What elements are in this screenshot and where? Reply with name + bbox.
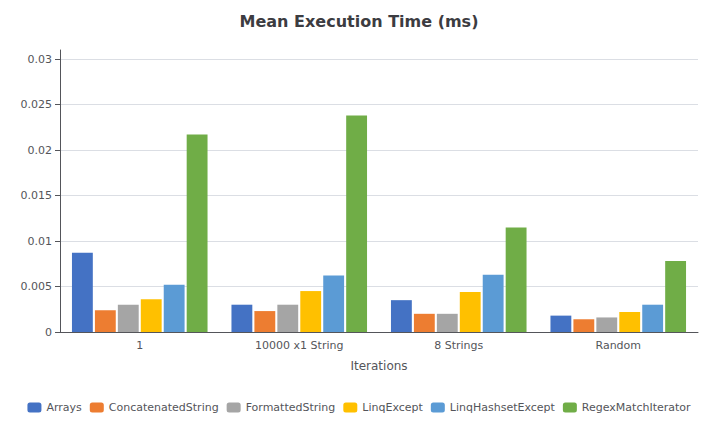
svg-text:0.03: 0.03 [28,53,53,66]
svg-text:ConcatenatedString: ConcatenatedString [109,401,219,414]
svg-text:0.01: 0.01 [28,235,53,248]
svg-text:Arrays: Arrays [46,401,82,414]
svg-text:0.02: 0.02 [28,144,53,157]
svg-text:0: 0 [45,326,52,339]
svg-text:0.025: 0.025 [21,98,53,111]
svg-text:0.015: 0.015 [21,189,53,202]
svg-text:Mean Execution Time (ms): Mean Execution Time (ms) [240,12,479,31]
svg-text:LinqHashsetExcept: LinqHashsetExcept [450,401,556,414]
svg-text:0.005: 0.005 [21,280,53,293]
svg-text:1: 1 [136,339,143,352]
svg-text:LinqExcept: LinqExcept [362,401,423,414]
svg-text:Random: Random [595,339,641,352]
svg-text:8 Strings: 8 Strings [434,339,483,352]
svg-text:RegexMatchIterator: RegexMatchIterator [582,401,691,414]
svg-text:10000 x1 String: 10000 x1 String [255,339,343,352]
svg-text:Iterations: Iterations [350,359,407,373]
svg-text:FormattedString: FormattedString [246,401,336,414]
